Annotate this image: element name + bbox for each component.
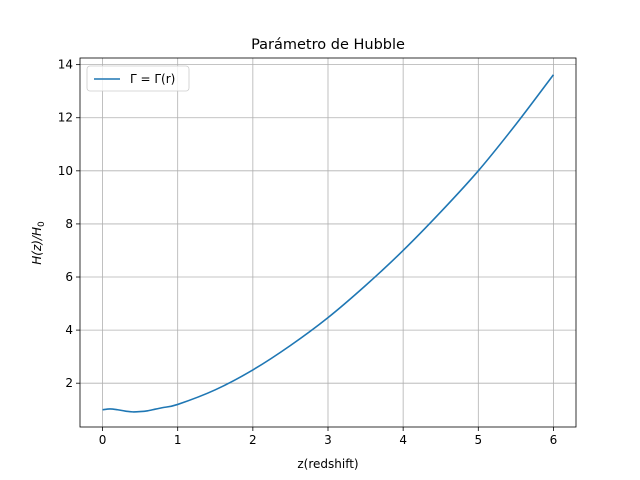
x-axis-ticks: 0 1 2 3 4 5 6: [99, 427, 558, 447]
legend: Γ = Γ(r): [86, 65, 190, 92]
y-tick-label: 4: [65, 323, 73, 337]
legend-label: Γ = Γ(r): [130, 72, 175, 86]
series-line: [102, 74, 555, 413]
y-tick-label: 2: [65, 376, 73, 390]
y-tick-label: 8: [65, 217, 73, 231]
legend-box: [86, 65, 190, 92]
grid-lines: [80, 58, 576, 427]
x-axis-label: z(redshift): [297, 457, 358, 471]
x-tick-label: 0: [99, 433, 107, 447]
x-tick-label: 1: [174, 433, 182, 447]
x-tick-label: 3: [324, 433, 332, 447]
y-axis-label: H(z)/H0: [30, 221, 47, 265]
x-tick-label: 5: [474, 433, 482, 447]
y-axis-label-main: H(z)/H: [30, 227, 44, 265]
series-group: [102, 74, 555, 413]
y-tick-label: 10: [58, 164, 73, 178]
x-tick-label: 6: [550, 433, 558, 447]
y-tick-label: 6: [65, 270, 73, 284]
chart-title: Parámetro de Hubble: [251, 37, 405, 53]
y-axis-label-subscript: 0: [37, 221, 47, 227]
y-tick-label: 12: [58, 111, 73, 125]
y-tick-label: 14: [58, 58, 73, 72]
x-tick-label: 2: [249, 433, 257, 447]
y-axis-ticks: 2 4 6 8 10 12 14: [58, 58, 80, 390]
x-tick-label: 4: [399, 433, 407, 447]
